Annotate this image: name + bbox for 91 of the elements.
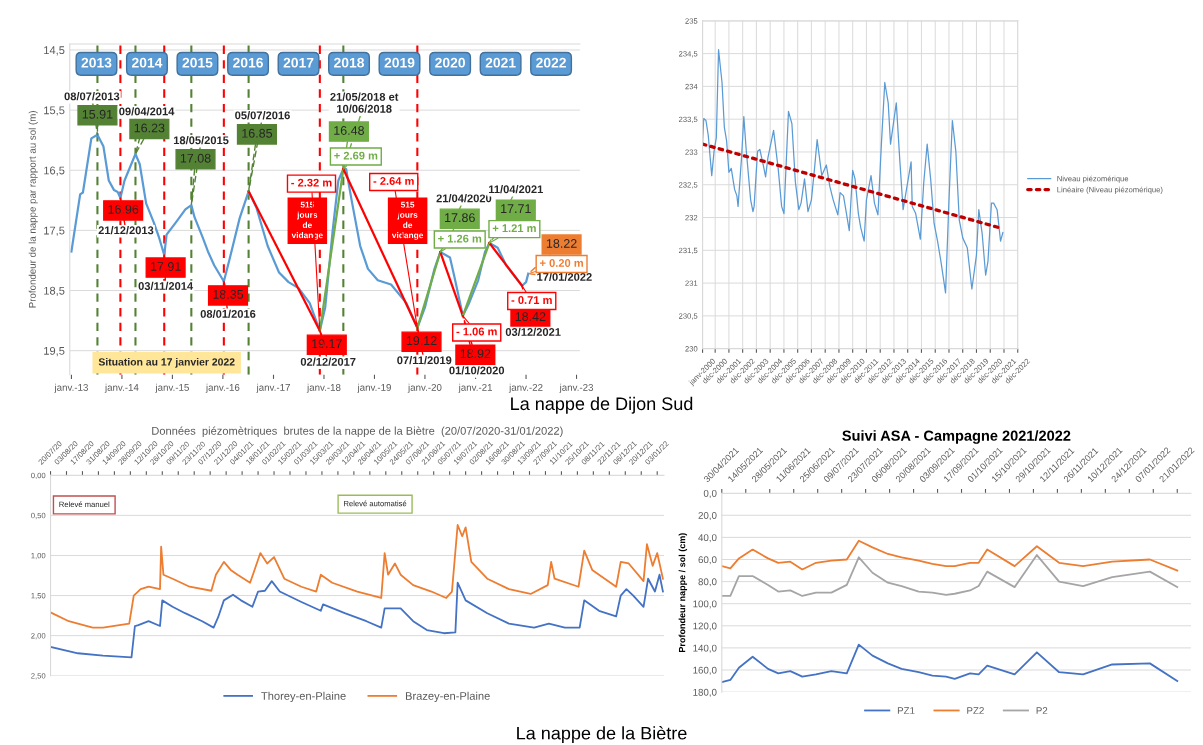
annotation: - 1.06 m: [456, 327, 497, 336]
x-tick-label: janv.-14: [104, 383, 139, 393]
text: La nappe de Dijon Sud: [511, 396, 693, 414]
annotation: 01/10/2020: [449, 366, 505, 375]
annotation: - 2.64 m: [373, 177, 414, 185]
y-tick-label: 16,5: [44, 166, 65, 176]
annotation: 09/04/2014: [119, 107, 175, 116]
legend-label: Brazey-en-Plaine: [405, 691, 490, 703]
annotation: + 0.20 m: [539, 259, 583, 267]
annotation: 21/05/2018 et 10/06/2018: [330, 92, 399, 113]
annotation: 05/07/2016: [235, 111, 290, 120]
annotation: 18.92: [460, 349, 491, 359]
x2-tick-label: 2013: [81, 57, 112, 68]
annotation: 08/01/2016: [200, 309, 256, 318]
line-series: [702, 49, 1004, 294]
annotation: 03/11/2014: [138, 281, 194, 291]
y-tick-label: 17,5: [44, 226, 65, 236]
y-axis-title: Profondeur de la nappe par rapport au sol (m): [28, 111, 38, 308]
annotation: 16.85: [242, 128, 273, 138]
annotation: 16.96: [108, 204, 139, 214]
line-series: [721, 554, 1179, 597]
x-tick-label: janv.-18: [306, 383, 341, 393]
y-tick-label: 160,0: [693, 666, 717, 675]
y-tick-label: 120,0: [693, 622, 717, 631]
annotation: 07/11/2019: [397, 355, 452, 365]
x2-tick-label: 2014: [131, 57, 163, 68]
annotation: 17.08: [180, 153, 211, 163]
y-tick-label: 14,5: [44, 46, 65, 56]
y-tick-label: 0,0: [703, 489, 717, 498]
annotation: 18/05/2015: [173, 136, 229, 145]
x2-tick-label: 2016: [233, 57, 263, 68]
x-tick-label: janv.-22: [508, 383, 543, 393]
annotation: 21/04/2020: [436, 194, 492, 203]
x-tick-label: janv.-21: [458, 383, 493, 393]
x-tick-label: janv.-16: [205, 383, 240, 393]
annotation: 18.22: [546, 239, 577, 248]
x2-tick-label: 2017: [283, 57, 314, 68]
annotation: 17/01/2022: [537, 272, 592, 281]
legend-label: Thorey-en-Plaine: [261, 691, 346, 703]
x-tick-label: janv.-15: [155, 383, 189, 393]
annotation: 21/12/2013: [98, 226, 154, 235]
y-tick-label: 15,5: [44, 106, 65, 116]
line-series: [50, 573, 664, 659]
annotation: 11/04/2021: [488, 185, 543, 194]
x-tick-label: janv.-23: [559, 383, 594, 393]
x-tick-label: janv.-17: [256, 383, 290, 393]
annotation: 515 jours de vidange: [391, 201, 424, 240]
chart-title: Données piézomètriques brutes de la nappe de la Biètre (20/07/2020-31/01/2022): [152, 426, 563, 437]
y-tick-label: 20,0: [698, 512, 717, 521]
annotation: 19.12: [406, 336, 437, 346]
annotation: 18.35: [213, 289, 244, 299]
annotation: 03/12/2021: [505, 327, 561, 337]
line-series: [50, 524, 664, 629]
annotation: + 2.69 m: [334, 151, 378, 160]
y-tick-label: 60,0: [698, 556, 717, 565]
text: La nappe de la Biètre: [517, 726, 687, 744]
annotation: 17.91: [150, 262, 181, 271]
x2-tick-label: 2020: [435, 57, 465, 68]
annotation: Situation au 17 janvier 2022: [98, 357, 235, 368]
y-tick-label: 180,0: [693, 688, 717, 697]
y-axis-title: Profondeur nappe / sol (cm): [678, 533, 688, 652]
annotation: - 0.71 m: [511, 296, 552, 304]
legend-label: P2: [1036, 707, 1048, 714]
annotation: 08/07/2013: [64, 92, 120, 101]
chart-title: Suivi ASA - Campagne 2021/2022: [842, 430, 1071, 444]
x-tick-label: janv.-20: [407, 383, 442, 393]
line-series: [721, 643, 1179, 684]
y-tick-label: 100,0: [693, 600, 717, 609]
y-tick-label: 140,0: [693, 644, 717, 653]
y-tick-label: 18,5: [44, 286, 65, 296]
annotation: - 2.32 m: [291, 178, 332, 187]
annotation: 15.91: [82, 109, 113, 119]
x2-tick-label: 2018: [334, 57, 365, 68]
x2-tick-label: 2015: [182, 57, 213, 68]
x-tick-label: janv.-13: [54, 383, 88, 393]
legend-label: PZ2: [967, 707, 984, 714]
line-series: [721, 539, 1179, 572]
annotation: 02/12/2017: [300, 357, 356, 366]
x2-tick-label: 2021: [485, 57, 516, 68]
y-tick-label: 19,5: [44, 346, 65, 357]
annotation: 16.48: [334, 126, 364, 135]
x2-tick-label: 2022: [536, 57, 566, 68]
legend-label: PZ1: [897, 707, 915, 714]
annotation: 19.17: [312, 339, 342, 349]
x2-tick-label: 2019: [384, 57, 415, 68]
annotation: 515 jours de vidange: [291, 201, 323, 240]
annotation: 18,42: [515, 312, 546, 323]
annotation: 16.23: [134, 123, 165, 133]
y-tick-label: 40,0: [698, 534, 717, 543]
y-tick-label: 80,0: [698, 578, 717, 587]
x-tick-label: janv.-19: [357, 383, 391, 393]
